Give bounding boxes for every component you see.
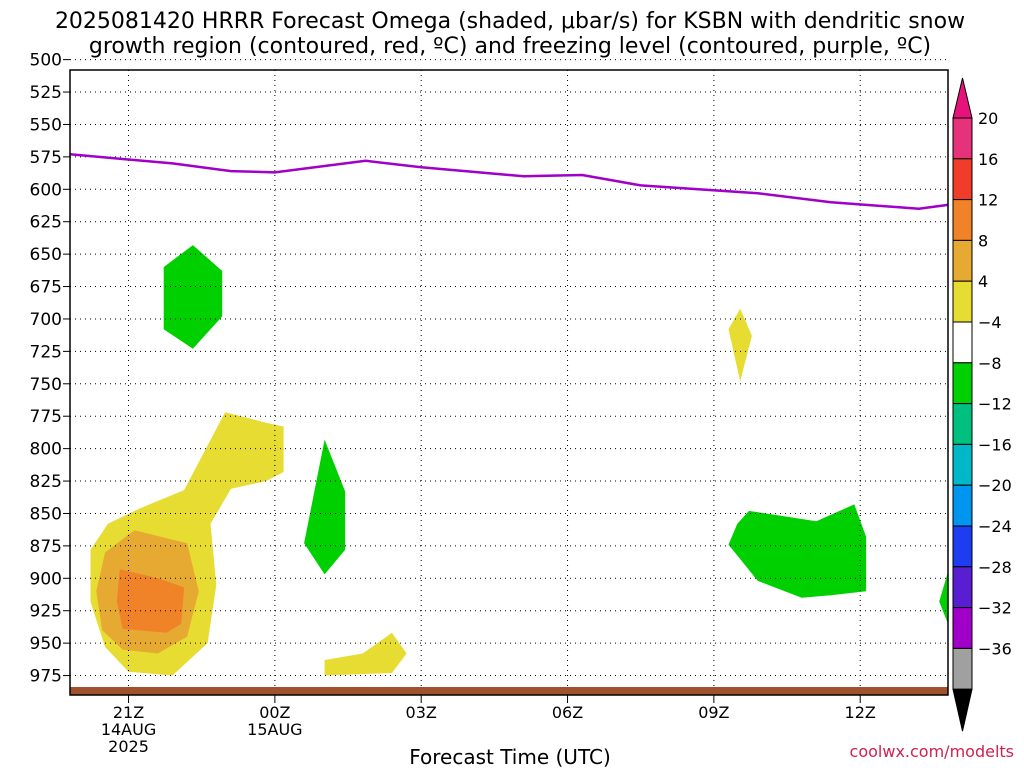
x-tick-label: 06Z xyxy=(552,703,583,722)
colorbar-label: 12 xyxy=(978,191,998,210)
x-tick-label: 00Z xyxy=(259,703,290,722)
colorbar-bottom-arrow xyxy=(952,688,973,732)
chart-title-line1: 2025081420 HRRR Forecast Omega (shaded, … xyxy=(55,9,965,34)
omega-region-6 xyxy=(324,632,407,676)
dotted-gridlines xyxy=(70,59,948,695)
colorbar-label: −20 xyxy=(978,476,1012,495)
x-tick-label: 14AUG xyxy=(101,720,156,739)
colorbar-segment xyxy=(952,443,973,486)
x-axis-label: Forecast Time (UTC) xyxy=(409,745,611,768)
y-tick-label: 525 xyxy=(30,83,62,103)
colorbar-label: −32 xyxy=(978,599,1012,618)
colorbar-label: 4 xyxy=(978,272,988,291)
plot-frame xyxy=(69,69,949,696)
colorbar-segment xyxy=(952,403,973,445)
y-tick-label: 575 xyxy=(30,148,62,168)
terrain-strip xyxy=(70,687,948,695)
y-tick-label: 875 xyxy=(30,537,62,557)
y-tick-label: 850 xyxy=(30,504,62,524)
chart-title-line2: growth region (contoured, red, ºC) and f… xyxy=(89,34,931,59)
colorbar-segment xyxy=(952,647,973,690)
y-tick-label: 800 xyxy=(30,440,62,460)
omega-region-0 xyxy=(163,245,223,349)
credit-text: coolwx.com/modelts xyxy=(850,742,1014,761)
x-tick-label: 03Z xyxy=(406,703,437,722)
y-tick-label: 700 xyxy=(30,310,62,330)
colorbar-label: −4 xyxy=(978,313,1002,332)
y-tick-label: 900 xyxy=(30,569,62,589)
x-tick-label: 09Z xyxy=(698,703,729,722)
colorbar-segment xyxy=(952,158,973,201)
colorbar: 20 16 12 8 4 −4 −8 −12 −16 −20 −24 −28 −32 −36 xyxy=(952,77,1012,732)
colorbar-label: −12 xyxy=(978,395,1012,414)
omega-region-1 xyxy=(304,439,346,575)
y-tick-label: 950 xyxy=(30,634,62,654)
colorbar-label: −24 xyxy=(978,517,1012,536)
colorbar-segment xyxy=(952,280,973,323)
colorbar-segment xyxy=(952,362,973,405)
y-tick-label: 675 xyxy=(30,278,62,298)
y-tick-label: 925 xyxy=(30,602,62,622)
y-tick-label: 650 xyxy=(30,245,62,265)
colorbar-segment xyxy=(952,321,973,364)
y-axis-ticks: 500 525 550 575 600 625 650 675 700 725 750 775 800 8… xyxy=(30,51,70,687)
colorbar-label: −28 xyxy=(978,558,1012,577)
y-tick-label: 550 xyxy=(30,115,62,135)
colorbar-label: 8 xyxy=(978,231,988,250)
colorbar-segment xyxy=(952,199,973,241)
x-tick-label: 15AUG xyxy=(247,720,302,739)
x-tick-label: 2025 xyxy=(108,737,149,756)
x-tick-label: 12Z xyxy=(845,703,876,722)
y-tick-label: 600 xyxy=(30,180,62,200)
colorbar-label: 20 xyxy=(978,109,998,128)
omega-region-2 xyxy=(728,504,867,598)
omega-shaded-regions xyxy=(90,245,948,676)
colorbar-label: −8 xyxy=(978,354,1002,373)
colorbar-segment xyxy=(952,566,973,609)
omega-region-5 xyxy=(728,308,752,382)
y-tick-label: 825 xyxy=(30,472,62,492)
x-tick-label: 21Z xyxy=(113,703,144,722)
y-tick-label: 975 xyxy=(30,667,62,687)
colorbar-segment xyxy=(952,607,973,649)
y-tick-label: 750 xyxy=(30,375,62,395)
colorbar-label: 16 xyxy=(978,150,998,169)
colorbar-segment xyxy=(952,117,973,160)
omega-region-3 xyxy=(939,571,948,624)
colorbar-label: −36 xyxy=(978,639,1012,658)
y-tick-label: 725 xyxy=(30,342,62,362)
omega-region-8 xyxy=(116,569,185,633)
colorbar-label: −16 xyxy=(978,435,1012,454)
colorbar-segment xyxy=(952,239,973,282)
colorbar-segment xyxy=(952,484,973,527)
colorbar-segment xyxy=(952,525,973,568)
y-tick-label: 500 xyxy=(30,51,62,71)
freezing-level-line xyxy=(69,153,949,210)
colorbar-top-arrow xyxy=(952,77,973,119)
y-tick-label: 625 xyxy=(30,213,62,233)
y-tick-label: 775 xyxy=(30,407,62,427)
